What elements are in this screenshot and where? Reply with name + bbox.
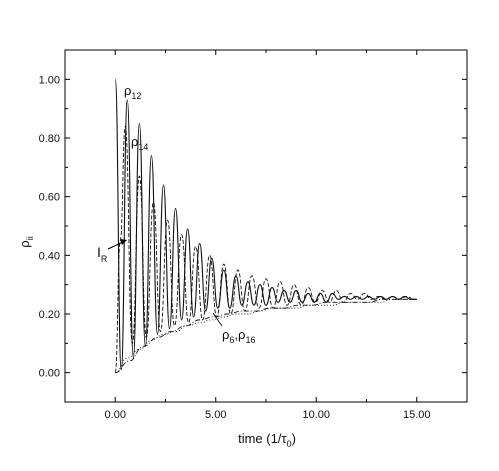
label-rho12-main: ρ [124, 83, 131, 98]
series-line-dashed [114, 125, 417, 374]
label-ir: IR [97, 244, 108, 264]
plot-frame [64, 49, 468, 403]
label-rho6-main: ρ [222, 327, 229, 342]
label-ir-main: I [97, 244, 101, 260]
x-axis-label-main: time (1/τ [238, 431, 287, 446]
series-layer [114, 78, 417, 374]
rho6-pointer-line [212, 312, 223, 327]
y-tick-label: 0.00 [39, 368, 60, 380]
y-tick-label: 0.80 [39, 133, 60, 145]
label-rho6-rho16: ρ6,ρ16 [222, 327, 255, 345]
y-axis-label-main: ρ [17, 240, 32, 247]
series-line-dotted [115, 298, 417, 374]
label-rho14-sub: 14 [138, 142, 148, 152]
x-tick-label: 0.00 [105, 409, 126, 421]
label-rho6-sep: , [234, 327, 238, 342]
series-line-dash-dot [115, 298, 417, 374]
label-rho16-sub: 16 [245, 335, 255, 345]
y-tick-label: 0.20 [39, 309, 60, 321]
label-rho6-sub: 6 [229, 335, 234, 345]
series-line-solid [114, 78, 417, 371]
x-axis-ticks: 0.00 5.00 10.00 15.00 [64, 50, 468, 421]
label-rho16-main: ρ [238, 327, 245, 342]
y-axis-label-sub: ii [25, 236, 35, 240]
x-tick-label: 5.00 [205, 409, 226, 421]
label-rho14-main: ρ [131, 134, 138, 149]
label-rho12: ρ12 [124, 83, 141, 101]
label-ir-sub: R [101, 254, 108, 264]
label-rho12-sub: 12 [131, 91, 141, 101]
x-axis-label-close: ) [292, 431, 296, 446]
annotation-layer [107, 239, 223, 327]
x-tick-label: 10.00 [302, 409, 330, 421]
y-axis-ticks: 0.00 0.20 0.40 0.60 0.80 1.00 [39, 74, 467, 380]
x-axis-label-sub: 0 [287, 439, 292, 449]
label-rho14: ρ14 [131, 134, 148, 152]
y-tick-label: 1.00 [39, 74, 60, 86]
ir-arrow-head [120, 239, 127, 245]
x-axis-label: time (1/τ0) [238, 431, 296, 449]
x-tick-label: 15.00 [403, 409, 431, 421]
y-tick-label: 0.60 [39, 192, 60, 204]
y-axis-label: ρii [17, 236, 35, 247]
y-tick-label: 0.40 [39, 250, 60, 262]
